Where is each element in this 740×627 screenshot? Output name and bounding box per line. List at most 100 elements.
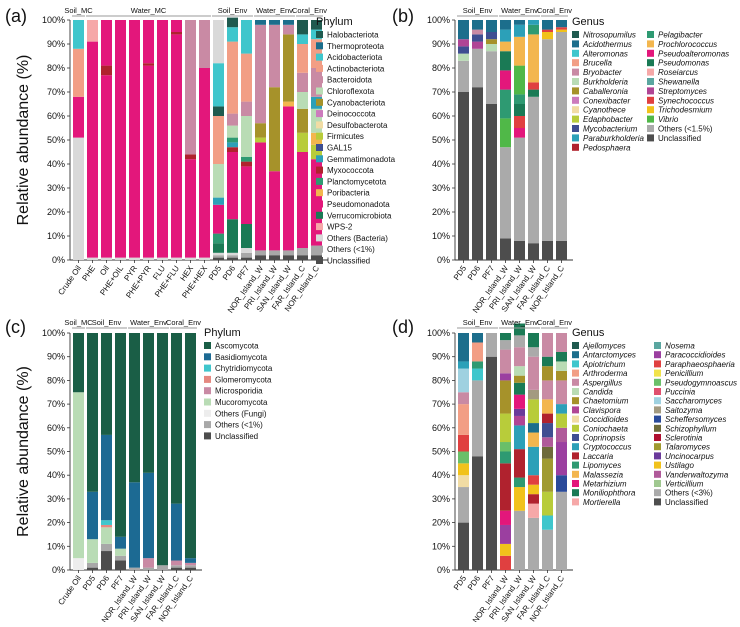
bar-segment xyxy=(297,132,308,152)
legend-label: Penicillium xyxy=(665,369,704,378)
legend-label: Gemmatimonadota xyxy=(327,155,396,164)
legend-label: Bryobacter xyxy=(583,68,622,77)
bar-segment xyxy=(486,356,497,570)
bar-segment xyxy=(500,413,511,443)
bar-segment xyxy=(157,20,168,258)
legend-label: Nitrosopumilus xyxy=(583,31,636,40)
legend-swatch xyxy=(647,115,654,123)
legend-label: Saccharomyces xyxy=(665,397,722,406)
bar-segment xyxy=(241,53,252,102)
bar-segment xyxy=(87,491,98,540)
x-tick-label: PD6 xyxy=(221,264,238,282)
bar-segment xyxy=(199,20,210,68)
y-tick-label: 40% xyxy=(47,159,65,169)
bar-segment xyxy=(269,87,280,172)
bar-segment xyxy=(500,20,511,30)
legend-swatch xyxy=(572,351,579,359)
bar-segment xyxy=(458,361,469,369)
legend-swatch xyxy=(572,87,579,95)
group-label: Water_Env xyxy=(130,318,167,327)
bar-segment xyxy=(101,520,112,525)
bar-segment xyxy=(129,482,140,568)
legend-swatch xyxy=(647,49,654,57)
legend-label: Basidiomycota xyxy=(215,353,268,362)
bar-segment xyxy=(213,106,224,116)
bar-segment xyxy=(556,404,567,414)
bar-segment xyxy=(556,475,567,492)
bar-segment xyxy=(514,425,525,450)
bar-segment xyxy=(528,423,539,433)
legend-label: Synechococcus xyxy=(658,96,714,105)
bar-segment xyxy=(73,333,84,393)
legend-swatch xyxy=(316,211,323,219)
legend-swatch xyxy=(316,64,323,72)
legend-swatch xyxy=(572,378,579,386)
legend-swatch xyxy=(654,470,661,478)
y-tick-label: 50% xyxy=(432,447,450,457)
legend-label: Paracoccidioides xyxy=(665,351,725,360)
bar-segment xyxy=(269,171,280,251)
bar-segment xyxy=(500,524,511,544)
bar-segment xyxy=(514,323,525,336)
bar-segment xyxy=(472,342,483,362)
bar-segment xyxy=(115,20,126,258)
bar-segment xyxy=(101,551,112,570)
bar-segment xyxy=(556,240,567,260)
legend-label: Desulfobacterota xyxy=(327,121,388,130)
legend-label: Pelagibacter xyxy=(658,31,703,40)
bar-segment xyxy=(542,413,553,424)
legend-label: Aspergillus xyxy=(582,378,622,387)
legend-swatch xyxy=(316,110,323,118)
y-tick-label: 60% xyxy=(47,111,65,121)
bar-segment xyxy=(556,20,567,28)
legend-label: Paraburkholderia xyxy=(583,134,644,143)
x-tick-label: PD5 xyxy=(452,574,469,592)
bar-segment xyxy=(241,161,252,167)
group-label: Water_Env xyxy=(501,318,538,327)
bar-segment xyxy=(241,224,252,248)
bar-segment xyxy=(297,44,308,73)
bar-segment xyxy=(213,257,224,260)
y-tick-label: 70% xyxy=(432,87,450,97)
bar-segment xyxy=(542,437,553,447)
bar-segment xyxy=(556,413,567,428)
legend-swatch xyxy=(654,406,661,414)
bar-segment xyxy=(115,536,126,549)
legend-label: Burkholderia xyxy=(583,78,628,87)
legend-label: Trichodesmium xyxy=(658,106,712,115)
bar-segment xyxy=(255,137,266,143)
legend-swatch xyxy=(316,155,323,163)
bar-segment xyxy=(143,567,154,570)
legend-label: Others (<1%) xyxy=(327,245,375,254)
bar-segment xyxy=(542,32,553,40)
legend-swatch xyxy=(316,144,323,151)
legend-swatch xyxy=(572,406,579,414)
legend-label: Clavispora xyxy=(583,406,621,415)
legend-label: Halobacteriota xyxy=(327,31,379,40)
bar-segment xyxy=(269,24,280,88)
bar-segment xyxy=(283,106,294,251)
legend-label: Pseudoalteromonas xyxy=(658,49,729,58)
legend-swatch xyxy=(572,461,579,469)
bar-segment xyxy=(556,32,567,241)
bar-segment xyxy=(73,137,84,260)
bar-segment xyxy=(542,515,553,530)
legend-label: Lipomyces xyxy=(583,461,621,470)
legend-label: Cyanobacteriota xyxy=(327,98,386,107)
bar-segment xyxy=(528,432,539,447)
group-label: Water_Env xyxy=(501,6,538,15)
legend-swatch xyxy=(572,480,579,487)
legend-swatch xyxy=(647,125,654,132)
legend-swatch xyxy=(204,398,211,406)
legend-label: Ustilago xyxy=(665,461,694,470)
group-label: Coral_Env xyxy=(537,6,572,15)
y-tick-label: 50% xyxy=(47,447,65,457)
y-axis-label: Relative abundance (%) xyxy=(15,366,32,537)
bar-segment xyxy=(157,257,168,260)
legend-swatch xyxy=(572,452,579,460)
legend-label: Mycobacterium xyxy=(583,125,638,134)
bar-segment xyxy=(486,104,497,260)
legend-swatch xyxy=(572,470,579,478)
bar-segment xyxy=(87,20,98,42)
bar-segment xyxy=(241,156,252,162)
